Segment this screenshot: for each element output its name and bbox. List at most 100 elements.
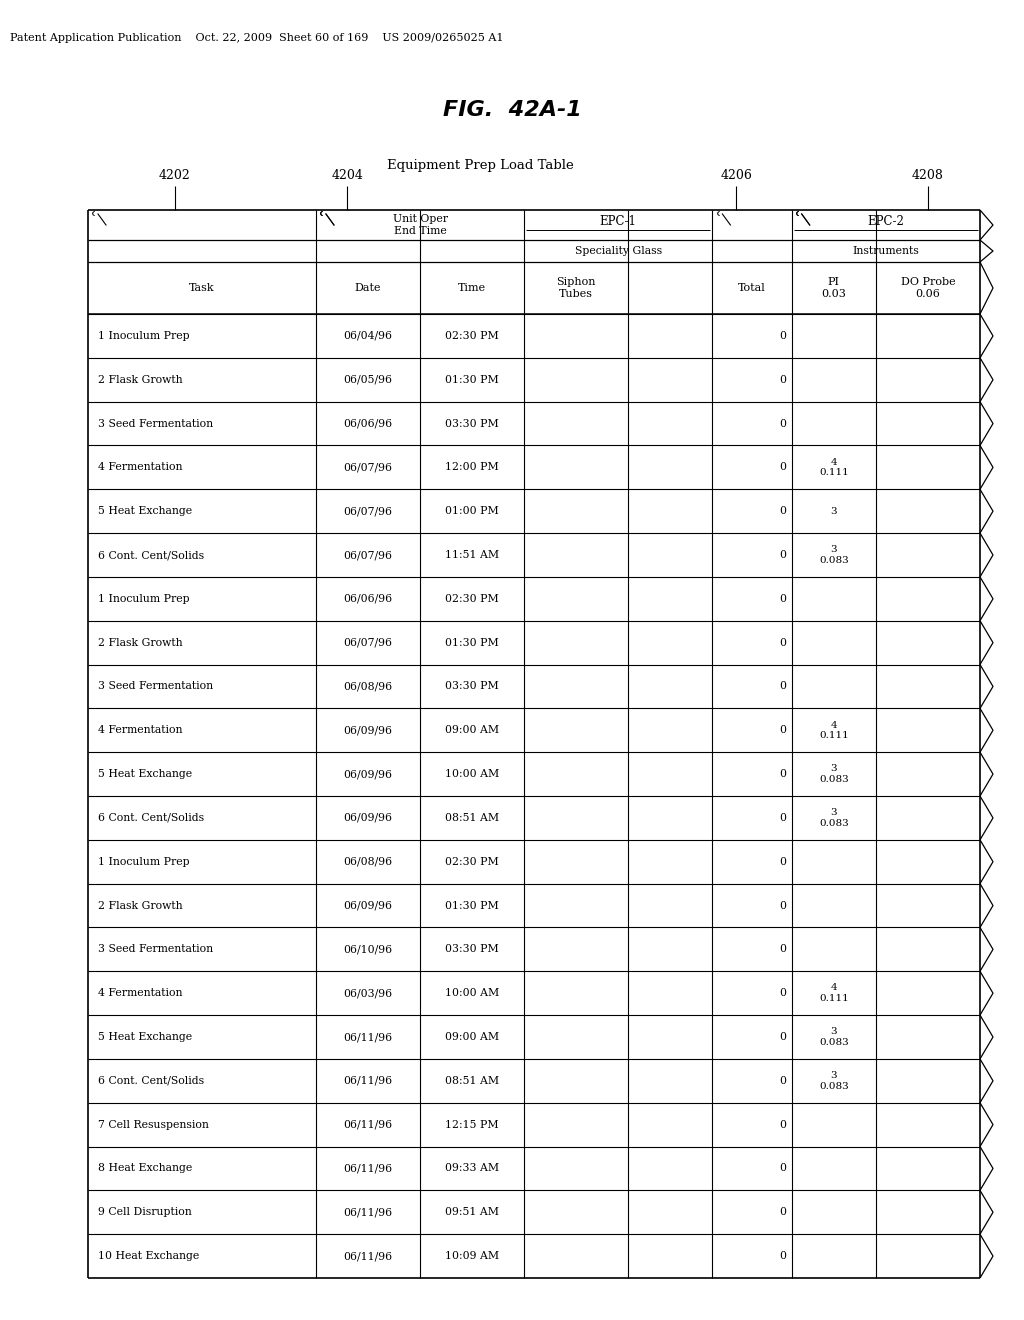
Text: 4202: 4202	[159, 169, 190, 182]
Text: 0: 0	[779, 989, 786, 998]
Text: 09:33 AM: 09:33 AM	[445, 1163, 499, 1173]
Text: 0: 0	[779, 1251, 786, 1261]
Text: 4 Fermentation: 4 Fermentation	[98, 725, 182, 735]
Text: 4
0.111: 4 0.111	[819, 721, 849, 741]
Text: EPC-2: EPC-2	[867, 215, 904, 227]
Text: 0: 0	[779, 506, 786, 516]
Text: 06/11/96: 06/11/96	[343, 1076, 392, 1086]
Text: 06/07/96: 06/07/96	[343, 550, 392, 560]
Text: 03:30 PM: 03:30 PM	[445, 418, 499, 429]
Text: 2 Flask Growth: 2 Flask Growth	[98, 375, 182, 384]
Text: Siphon
Tubes: Siphon Tubes	[556, 277, 596, 300]
Text: 12:00 PM: 12:00 PM	[445, 462, 499, 473]
Text: 12:15 PM: 12:15 PM	[445, 1119, 499, 1130]
Text: 3 Seed Fermentation: 3 Seed Fermentation	[98, 681, 213, 692]
Text: 09:51 AM: 09:51 AM	[445, 1208, 499, 1217]
Text: 06/03/96: 06/03/96	[343, 989, 392, 998]
Text: ʿ: ʿ	[318, 211, 325, 228]
Text: 0: 0	[779, 900, 786, 911]
Text: 06/11/96: 06/11/96	[343, 1208, 392, 1217]
Text: 10:00 AM: 10:00 AM	[445, 770, 499, 779]
Text: 8 Heat Exchange: 8 Heat Exchange	[98, 1163, 193, 1173]
Text: 01:00 PM: 01:00 PM	[445, 506, 499, 516]
Text: 4208: 4208	[912, 169, 944, 182]
Text: ʿ: ʿ	[795, 211, 801, 228]
Text: 06/11/96: 06/11/96	[343, 1251, 392, 1261]
Text: EPC-1: EPC-1	[600, 215, 637, 227]
Text: 5 Heat Exchange: 5 Heat Exchange	[98, 506, 193, 516]
Text: ʿ: ʿ	[91, 211, 97, 228]
Text: 3: 3	[830, 507, 838, 516]
Text: 4204: 4204	[331, 169, 364, 182]
Text: 6 Cont. Cent/Solids: 6 Cont. Cent/Solids	[98, 813, 204, 822]
Text: 0: 0	[779, 813, 786, 822]
Text: 01:30 PM: 01:30 PM	[445, 900, 499, 911]
Text: 4 Fermentation: 4 Fermentation	[98, 989, 182, 998]
Text: 0: 0	[779, 725, 786, 735]
Text: 1 Inoculum Prep: 1 Inoculum Prep	[98, 331, 189, 341]
Text: 3
0.083: 3 0.083	[819, 1071, 849, 1090]
Text: 5 Heat Exchange: 5 Heat Exchange	[98, 770, 193, 779]
Text: 06/04/96: 06/04/96	[343, 331, 392, 341]
Text: 06/09/96: 06/09/96	[343, 900, 392, 911]
Text: 08:51 AM: 08:51 AM	[445, 813, 499, 822]
Text: 10:09 AM: 10:09 AM	[445, 1251, 499, 1261]
Text: 10 Heat Exchange: 10 Heat Exchange	[98, 1251, 200, 1261]
Text: FIG.  42A-1: FIG. 42A-1	[442, 100, 582, 120]
Text: 3 Seed Fermentation: 3 Seed Fermentation	[98, 944, 213, 954]
Text: 6 Cont. Cent/Solids: 6 Cont. Cent/Solids	[98, 550, 204, 560]
Text: Total: Total	[738, 282, 766, 293]
Text: 06/11/96: 06/11/96	[343, 1163, 392, 1173]
Text: 06/10/96: 06/10/96	[343, 944, 392, 954]
Text: 3
0.083: 3 0.083	[819, 764, 849, 784]
Text: PI
0.03: PI 0.03	[821, 277, 846, 300]
Text: 06/09/96: 06/09/96	[343, 725, 392, 735]
Text: Instruments: Instruments	[852, 246, 920, 256]
Text: Unit Oper
End Time: Unit Oper End Time	[392, 214, 447, 236]
Text: 0: 0	[779, 1208, 786, 1217]
Text: 06/05/96: 06/05/96	[343, 375, 392, 384]
Text: 0: 0	[779, 550, 786, 560]
Text: 02:30 PM: 02:30 PM	[445, 857, 499, 867]
Text: 06/08/96: 06/08/96	[343, 857, 392, 867]
Text: 10:00 AM: 10:00 AM	[445, 989, 499, 998]
Text: 02:30 PM: 02:30 PM	[445, 594, 499, 603]
Text: Time: Time	[458, 282, 486, 293]
Text: 0: 0	[779, 944, 786, 954]
Text: 06/08/96: 06/08/96	[343, 681, 392, 692]
Text: 0: 0	[779, 1119, 786, 1130]
Text: 0: 0	[779, 375, 786, 384]
Text: 02:30 PM: 02:30 PM	[445, 331, 499, 341]
Text: 9 Cell Disruption: 9 Cell Disruption	[98, 1208, 191, 1217]
Text: 11:51 AM: 11:51 AM	[445, 550, 499, 560]
Text: 3
0.083: 3 0.083	[819, 808, 849, 828]
Text: Task: Task	[189, 282, 215, 293]
Text: 01:30 PM: 01:30 PM	[445, 375, 499, 384]
Text: 5 Heat Exchange: 5 Heat Exchange	[98, 1032, 193, 1041]
Text: 08:51 AM: 08:51 AM	[445, 1076, 499, 1086]
Text: 09:00 AM: 09:00 AM	[445, 1032, 499, 1041]
Text: 01:30 PM: 01:30 PM	[445, 638, 499, 648]
Text: 6 Cont. Cent/Solids: 6 Cont. Cent/Solids	[98, 1076, 204, 1086]
Text: 3
0.083: 3 0.083	[819, 1027, 849, 1047]
Text: ʿ: ʿ	[795, 211, 801, 228]
Text: 0: 0	[779, 1076, 786, 1086]
Text: Date: Date	[354, 282, 381, 293]
Text: 06/11/96: 06/11/96	[343, 1032, 392, 1041]
Text: 06/06/96: 06/06/96	[343, 594, 392, 603]
Text: 7 Cell Resuspension: 7 Cell Resuspension	[98, 1119, 209, 1130]
Text: 2 Flask Growth: 2 Flask Growth	[98, 900, 182, 911]
Text: ʿ: ʿ	[716, 211, 721, 228]
Text: 06/09/96: 06/09/96	[343, 770, 392, 779]
Text: 0: 0	[779, 681, 786, 692]
Text: 0: 0	[779, 857, 786, 867]
Text: DO Probe
0.06: DO Probe 0.06	[901, 277, 955, 300]
Text: 03:30 PM: 03:30 PM	[445, 681, 499, 692]
Text: 0: 0	[779, 418, 786, 429]
Text: 03:30 PM: 03:30 PM	[445, 944, 499, 954]
Text: 3
0.083: 3 0.083	[819, 545, 849, 565]
Text: 2 Flask Growth: 2 Flask Growth	[98, 638, 182, 648]
Text: Speciality Glass: Speciality Glass	[574, 246, 662, 256]
Text: 06/07/96: 06/07/96	[343, 462, 392, 473]
Text: 0: 0	[779, 1163, 786, 1173]
